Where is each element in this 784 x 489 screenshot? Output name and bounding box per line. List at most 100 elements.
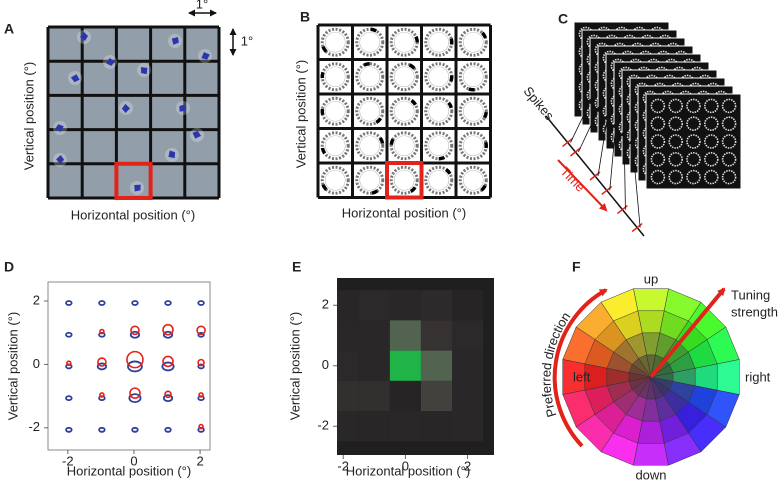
blue-response [197,426,205,433]
stimulus-blob [56,155,65,165]
heat-cell [358,320,390,351]
ring [424,131,454,161]
red-response [99,392,105,398]
heat-cell [420,350,453,381]
stimulus-grid [48,27,219,198]
x-axis-label: Horizontal position (°) [342,205,466,220]
ring [355,131,385,161]
axis-label: Spikes [521,84,558,124]
spike-link [578,105,601,153]
panel-label: F [572,259,581,275]
direction-mark [321,184,328,191]
ring-inner [393,100,415,122]
ring-inner [393,169,415,191]
direction-mark [482,111,488,119]
ring [320,27,350,57]
heat-cell [452,320,484,351]
red-response [126,350,144,369]
ring-inner [462,135,484,157]
direction-mark [371,189,379,195]
y-tick-label: -2 [28,419,40,434]
x-axis-label: Horizontal position (°) [346,463,470,478]
x-axis-label: Horizontal position (°) [71,207,195,222]
tuning-label: strength [731,304,778,319]
frame-ring [721,152,737,167]
frame-ring [686,98,701,114]
blue-response [65,426,73,433]
heat-cell [337,411,359,442]
red-response [130,325,140,336]
frame-ring [686,134,701,149]
panel-label: D [4,259,14,275]
x-tick-label: -2 [337,458,349,473]
y-tick-label: -2 [317,418,329,433]
direction-mark [409,186,417,194]
direction-label: down [635,467,666,482]
y-axis-label: Vertical position (°) [293,60,308,169]
direction-mark [321,46,328,53]
ring-inner [324,169,346,191]
y-tick-label: 2 [33,292,40,307]
heat-cell [389,380,421,412]
ring [458,27,488,57]
frame-ring [721,98,737,114]
frame-ring [721,169,737,185]
y-axis-label: Vertical position (°) [21,62,36,171]
direction-mark [481,31,488,39]
ring-inner [428,100,450,122]
red-response [99,328,105,335]
direction-mark [480,184,487,192]
ring-inner [393,31,415,53]
panel-label: A [4,21,14,37]
stimulus-blob [80,32,88,41]
ring [320,165,350,195]
heat-cell [452,350,484,381]
spike-link [609,121,619,191]
frame-ring [650,169,666,185]
direction-mark [445,168,452,175]
spike [569,147,581,157]
ring [355,165,385,195]
ring-inner [324,135,346,157]
heat-cell [337,380,359,412]
heat-cell [337,320,359,351]
ring [355,62,385,92]
y-tick-label: 2 [322,297,329,312]
ring [458,165,488,195]
spike-link [597,113,611,177]
heat-cell [420,290,453,321]
ring-inner [462,66,484,88]
red-response [162,323,174,336]
blue-response [162,394,174,403]
ring-inner [324,100,346,122]
red-response [129,387,141,399]
frame-ring [721,116,737,131]
ring [424,165,454,195]
ring [389,62,419,92]
y-axis-label: Vertical position (°) [287,312,302,421]
ring-inner [324,31,346,53]
heat-cell [420,320,453,351]
ring [355,27,385,57]
heat-cell [389,350,421,381]
blue-response [131,300,139,306]
direction-mark [468,87,475,92]
heat-cell [420,411,453,442]
tuning-label: Tuning [731,287,770,302]
ring-inner [462,31,484,53]
blue-response [164,426,172,433]
ring [320,131,350,161]
spike [616,205,628,215]
spike-link [620,129,628,210]
ring-inner [359,100,381,122]
ring-inner [428,66,450,88]
scale-label: 1° [196,0,208,11]
stimulus-blob [201,52,210,60]
x-tick-label: 2 [196,453,203,468]
x-axis-label: Horizontal position (°) [67,463,191,478]
ring [389,131,419,161]
red-response [97,357,107,367]
direction-mark [414,35,419,43]
